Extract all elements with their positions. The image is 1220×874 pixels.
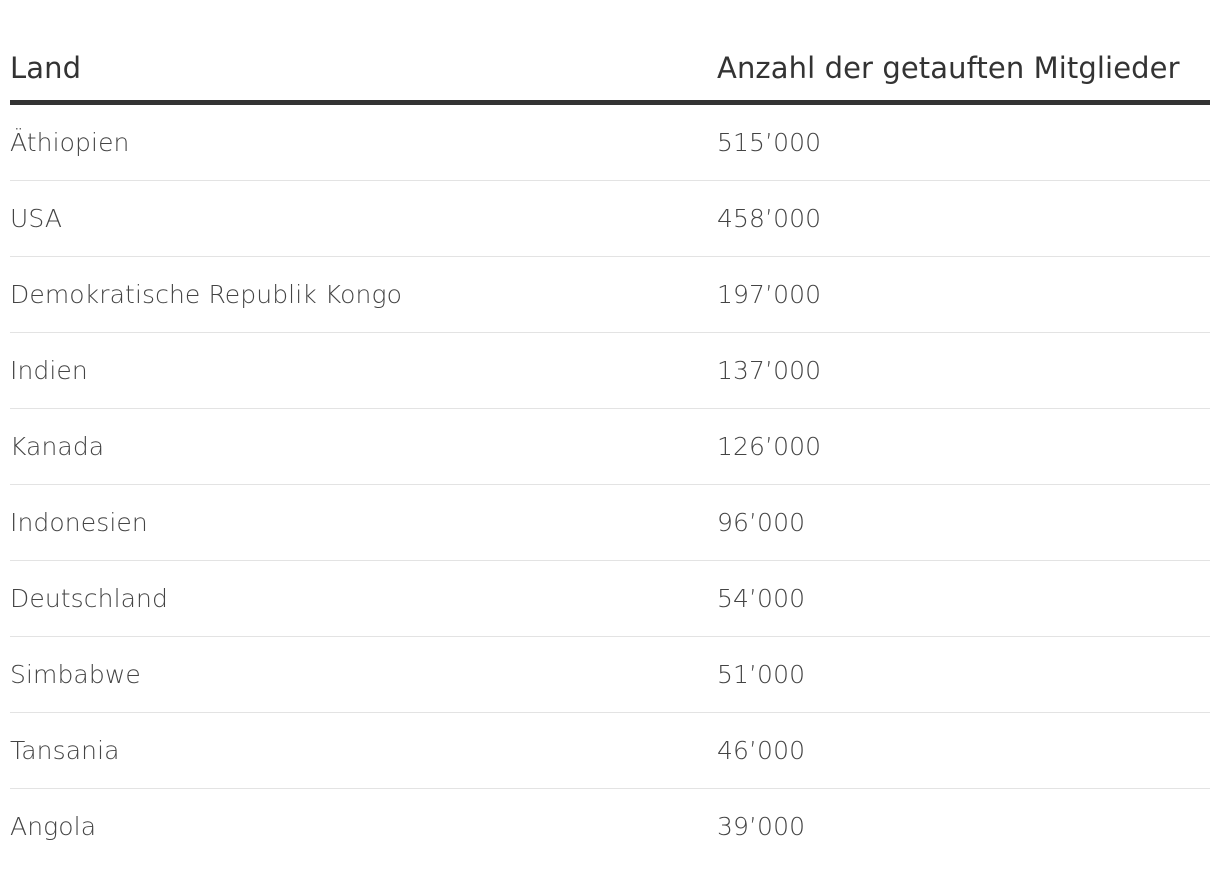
member-count-cell: 137’000 — [717, 332, 1210, 409]
country-cell: Indonesien — [10, 484, 717, 561]
table-row: Indien 137’000 — [10, 332, 1210, 409]
table-body: Äthiopien 515’000 USA 458’000 Demokratis… — [10, 102, 1210, 865]
member-count-cell: 126’000 — [717, 408, 1210, 485]
member-count-cell: 39’000 — [717, 812, 806, 841]
table-row: Demokratische Republik Kongo 197’000 — [10, 256, 1210, 333]
member-count-cell: 46’000 — [717, 712, 1210, 789]
member-count-cell: 458’000 — [717, 180, 1210, 257]
table-row: USA 458’000 — [10, 180, 1210, 257]
table-row: Kanada 126’000 — [10, 408, 1210, 485]
member-count-cell: 51’000 — [717, 636, 1210, 713]
members-table: Land Anzahl der getauften Mitglieder Äth… — [10, 0, 1210, 864]
country-cell: Indien — [10, 332, 717, 409]
member-count-cell: 54’000 — [717, 560, 1210, 637]
members-table-container: Land Anzahl der getauften Mitglieder Äth… — [10, 0, 1210, 864]
member-count-cell: 96’000 — [717, 484, 1210, 561]
country-cell: Simbabwe — [10, 636, 717, 713]
country-cell: Deutschland — [10, 560, 717, 637]
table-row: Indonesien 96’000 — [10, 484, 1210, 561]
member-count-cell: 197’000 — [717, 256, 1210, 333]
member-count-cell: 515’000 — [717, 102, 1210, 181]
country-cell: Angola — [10, 812, 97, 841]
country-cell: Äthiopien — [10, 102, 717, 181]
table-row: Äthiopien 515’000 — [10, 102, 1210, 181]
country-cell: Tansania — [10, 712, 717, 789]
country-cell: Demokratische Republik Kongo — [10, 256, 717, 333]
table-row: Tansania 46’000 — [10, 712, 1210, 789]
country-cell: USA — [10, 180, 717, 257]
table-row: Angola 39’000 — [10, 789, 1210, 865]
column-header-country: Land — [10, 0, 717, 105]
column-header-member-count: Anzahl der getauften Mitglieder — [717, 0, 1210, 105]
country-cell: Kanada — [10, 408, 717, 485]
table-row: Simbabwe 51’000 — [10, 636, 1210, 713]
table-row: Deutschland 54’000 — [10, 560, 1210, 637]
header-row: Land Anzahl der getauften Mitglieder — [10, 0, 1210, 105]
table-header: Land Anzahl der getauften Mitglieder — [10, 0, 1210, 105]
